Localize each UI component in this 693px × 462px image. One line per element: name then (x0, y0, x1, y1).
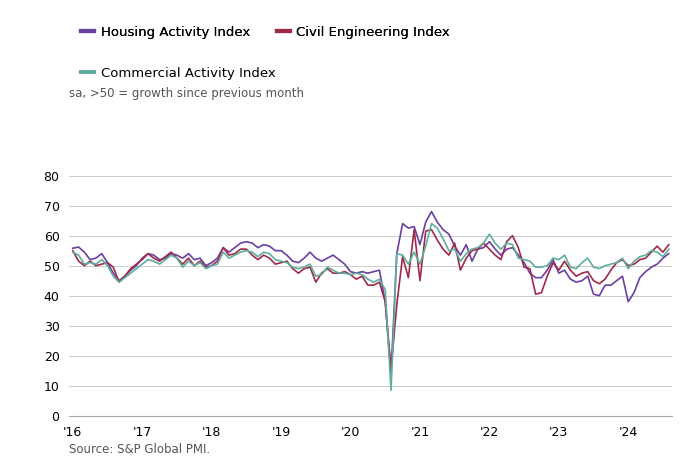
Legend: Commercial Activity Index: Commercial Activity Index (76, 62, 281, 85)
Text: Source: S&P Global PMI.: Source: S&P Global PMI. (69, 443, 211, 456)
Text: sa, >50 = growth since previous month: sa, >50 = growth since previous month (69, 87, 304, 100)
Legend: Housing Activity Index, Civil Engineering Index: Housing Activity Index, Civil Engineerin… (76, 20, 455, 44)
